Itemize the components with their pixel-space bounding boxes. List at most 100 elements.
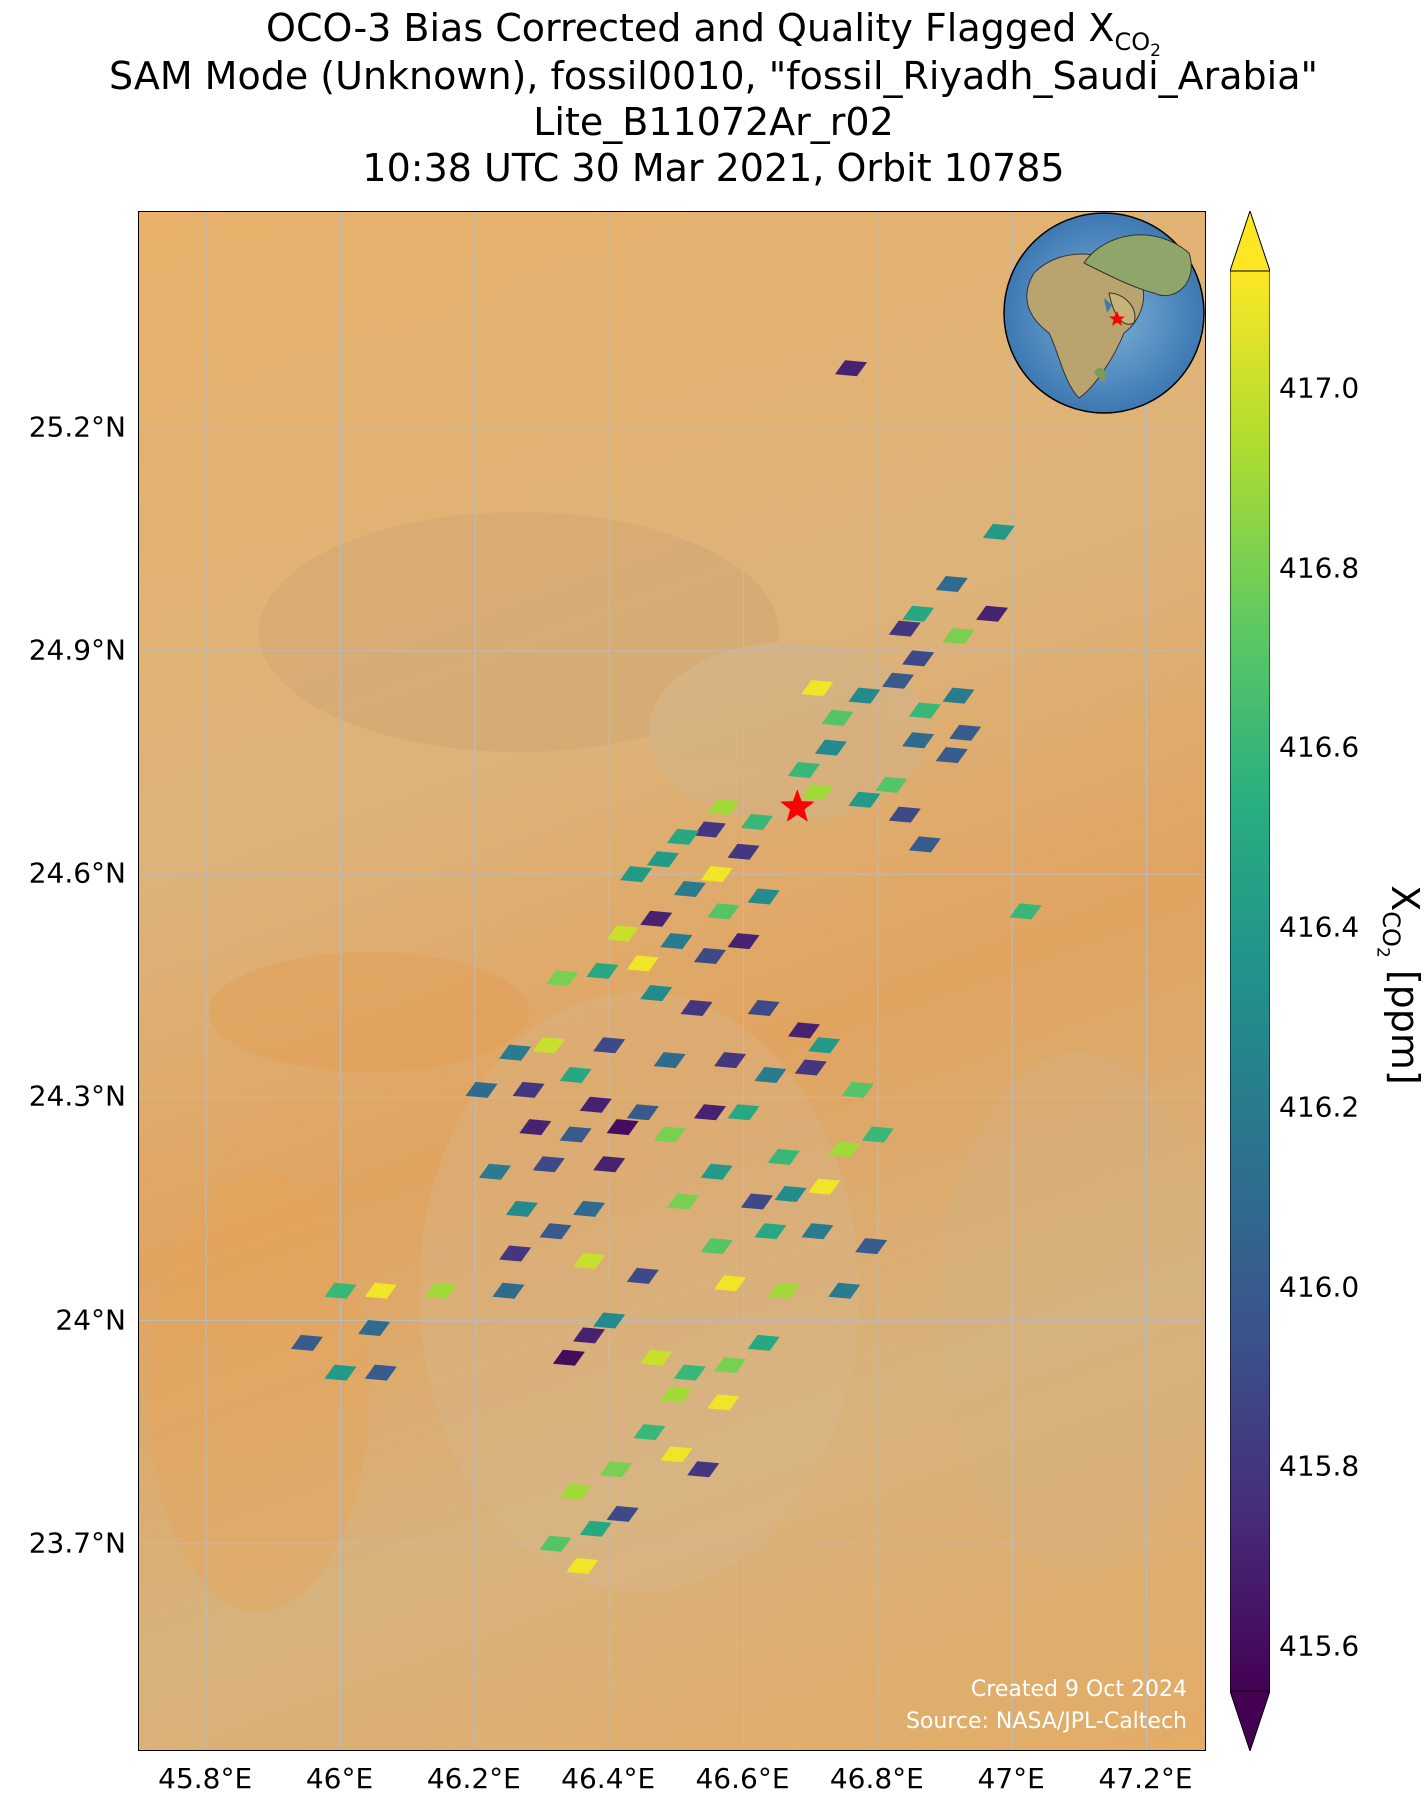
sounding-60 (841, 1081, 874, 1098)
sounding-34 (707, 903, 740, 920)
sounding-63 (653, 1126, 686, 1143)
sounding-59 (794, 1059, 827, 1076)
sounding-26 (693, 821, 726, 838)
lat-tick-label: 24.9°N (28, 633, 126, 667)
sounding-83 (626, 1267, 659, 1284)
sounding-72 (828, 1141, 861, 1158)
globe-icon (1003, 212, 1205, 414)
sounding-53 (559, 1066, 592, 1083)
lat-tick-label: 24.3°N (28, 1079, 126, 1113)
sounding-1 (982, 523, 1015, 540)
sounding-14 (949, 724, 982, 741)
sounding-11 (801, 680, 834, 697)
colorbar (1230, 211, 1270, 1751)
plot-title-line3: Lite_B11072Ar_r02 (533, 100, 894, 144)
sounding-69 (593, 1156, 626, 1173)
sounding-27 (667, 828, 700, 845)
sounding-43 (640, 985, 673, 1002)
map-grid (139, 212, 1205, 1750)
sounding-49 (653, 1052, 686, 1069)
sounding-28 (646, 851, 679, 868)
sounding-89 (767, 1282, 800, 1299)
sounding-23 (908, 836, 941, 853)
lon-tick-label: 45.8°E (158, 1762, 253, 1795)
basemap-texture (149, 512, 1205, 1612)
lon-tick-label: 47°E (977, 1762, 1045, 1795)
sounding-87 (855, 1238, 888, 1255)
sounding-35 (640, 910, 673, 927)
colorbar-tick-label: 416.0 (1279, 1270, 1360, 1304)
sounding-104 (660, 1386, 693, 1403)
sounding-76 (740, 1193, 773, 1210)
lon-tick-label: 46°E (305, 1762, 374, 1795)
colorbar-gradient (1230, 270, 1270, 1692)
credit-created: Created 9 Oct 2024 (970, 1677, 1187, 1702)
lon-tick-label: 46.8°E (829, 1762, 924, 1795)
colorbar-extend-min (1230, 1690, 1270, 1751)
colorbar-tick-label: 415.8 (1279, 1449, 1360, 1483)
sounding-30 (700, 866, 733, 883)
sounding-39 (693, 947, 726, 964)
colorbar-tick-label: 416.2 (1279, 1090, 1360, 1124)
sounding-91 (492, 1282, 525, 1299)
sounding-113 (579, 1520, 612, 1537)
sounding-105 (714, 1357, 747, 1374)
sounding-18 (787, 761, 820, 778)
sounding-58 (754, 1066, 787, 1083)
sounding-99 (593, 1312, 626, 1329)
sounding-79 (505, 1200, 538, 1217)
sounding-17 (814, 739, 847, 756)
sounding-101 (552, 1349, 585, 1366)
sounding-12 (908, 702, 941, 719)
sounding-32 (620, 866, 653, 883)
sounding-67 (532, 1156, 565, 1173)
sounding-25 (707, 799, 740, 816)
sounding-57 (626, 1104, 659, 1121)
sounding-52 (499, 1044, 532, 1061)
colorbar-tick-label: 416.6 (1279, 730, 1360, 764)
sounding-102 (640, 1349, 673, 1366)
sounding-84 (700, 1238, 733, 1255)
sounding-48 (714, 1052, 747, 1069)
sounding-41 (586, 962, 619, 979)
sounding-109 (660, 1446, 693, 1463)
sounding-10 (942, 687, 975, 704)
sounding-66 (519, 1119, 552, 1136)
lon-tick-label: 47.2°E (1098, 1762, 1193, 1795)
sounding-114 (606, 1505, 639, 1522)
sounding-86 (801, 1223, 834, 1240)
sounding-97 (324, 1364, 357, 1381)
sounding-61 (727, 1104, 760, 1121)
sounding-24 (740, 814, 773, 831)
sounding-33 (747, 888, 780, 905)
sounding-117 (1009, 903, 1042, 920)
sounding-16 (935, 747, 968, 764)
colorbar-tick-label: 415.6 (1279, 1629, 1360, 1663)
sounding-29 (727, 843, 760, 860)
sounding-94 (324, 1282, 357, 1299)
lon-tick-label: 46.2°E (426, 1762, 521, 1795)
colorbar-tick-label: 416.8 (1279, 551, 1360, 585)
sounding-6 (888, 620, 921, 637)
sounding-56 (579, 1096, 612, 1113)
sounding-21 (848, 791, 881, 808)
sounding-65 (559, 1126, 592, 1143)
map-panel[interactable]: Created 9 Oct 2024 Source: NASA/JPL-Calt… (138, 211, 1206, 1751)
sounding-8 (882, 672, 915, 689)
map-svg (139, 212, 1205, 1750)
sounding-9 (848, 687, 881, 704)
sounding-22 (888, 806, 921, 823)
target-marker (780, 789, 815, 822)
sounding-40 (626, 955, 659, 972)
colorbar-tick-label: 416.4 (1279, 910, 1360, 944)
plot-title-line1: OCO-3 Bias Corrected and Quality Flagged… (266, 6, 1161, 61)
sounding-2 (935, 575, 968, 592)
sounding-116 (539, 1535, 572, 1552)
sounding-37 (660, 933, 693, 950)
lat-tick-label: 24.6°N (28, 856, 126, 890)
sounding-46 (787, 1022, 820, 1039)
sounding-108 (633, 1424, 666, 1441)
lon-tick-label: 46.4°E (561, 1762, 656, 1795)
sounding-77 (667, 1193, 700, 1210)
sounding-98 (364, 1364, 397, 1381)
